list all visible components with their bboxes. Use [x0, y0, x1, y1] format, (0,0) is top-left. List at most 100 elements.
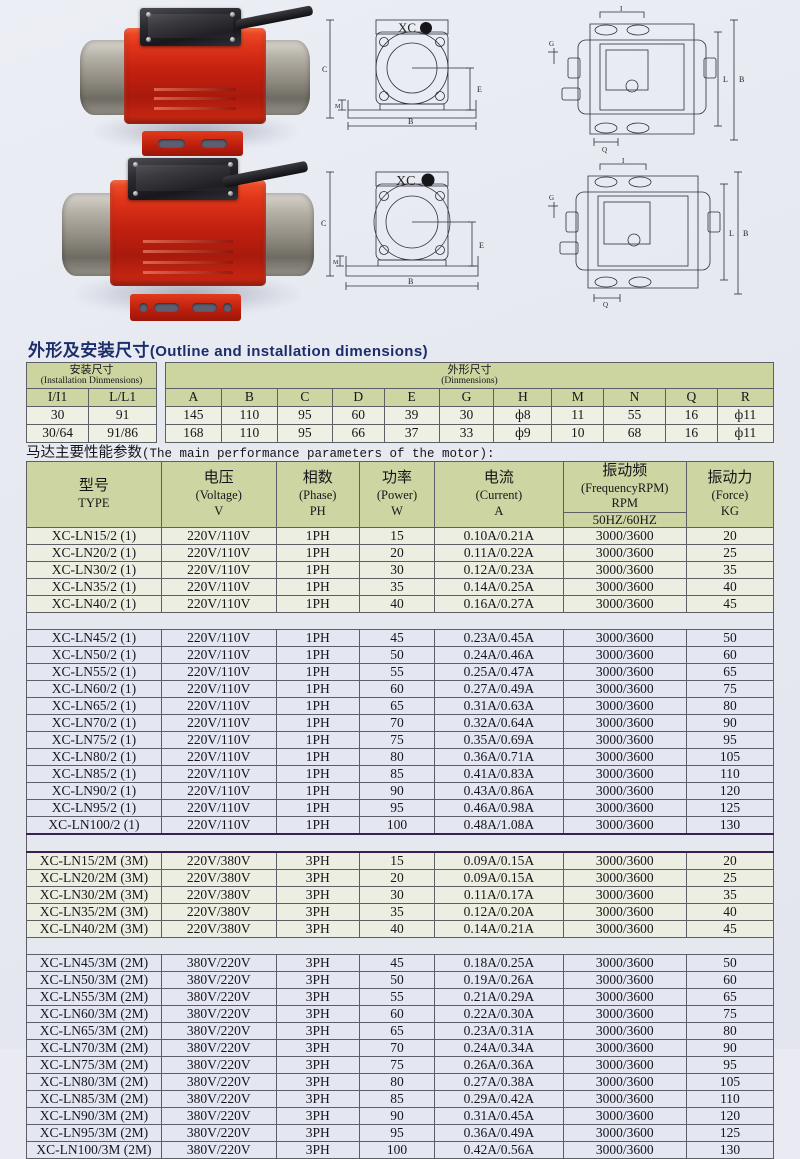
- cell-power: 60: [358, 1004, 436, 1023]
- cell-current: 0.41A/0.83A: [434, 764, 564, 783]
- cell-frequency: 3000/3600: [562, 1089, 687, 1108]
- column-gap: [156, 362, 166, 443]
- cell-current: 0.09A/0.15A: [434, 868, 564, 887]
- cell-phase: 3PH: [275, 868, 360, 887]
- mounting-foot: [130, 294, 241, 322]
- cell-type: XC-LN75/3M (2M): [26, 1055, 162, 1074]
- cell-current: 0.48A/1.08A: [434, 815, 564, 835]
- cell-frequency: 3000/3600: [562, 1004, 687, 1023]
- cell-phase: 3PH: [275, 1123, 360, 1142]
- cell-C: 95: [276, 424, 333, 443]
- cell-force: 120: [685, 1106, 775, 1125]
- cell-type: XC-LN35/2 (1): [26, 577, 162, 596]
- cell-current: 0.24A/0.46A: [434, 645, 564, 664]
- col-header-type: 型号 TYPE: [26, 461, 162, 528]
- cell-voltage: 220V/110V: [160, 747, 277, 766]
- col-header-A: A: [164, 388, 222, 407]
- cell-voltage: 220V/110V: [160, 560, 277, 579]
- cell-type: XC-LN65/2 (1): [26, 696, 162, 715]
- cell-frequency: 3000/3600: [562, 781, 687, 800]
- vibration-motor-photo-top: [80, 4, 315, 156]
- cell-power: 30: [358, 560, 436, 579]
- cell-current: 0.14A/0.25A: [434, 577, 564, 596]
- svg-text:B: B: [408, 277, 413, 286]
- cell-power: 50: [358, 645, 436, 664]
- cell-type: XC-LN15/2 (1): [26, 526, 162, 545]
- cell-type: XC-LN85/2 (1): [26, 764, 162, 783]
- cell-phase: 1PH: [275, 526, 360, 545]
- nameplate: [136, 164, 230, 192]
- cell-type: XC-LN100/3M (2M): [26, 1140, 162, 1159]
- col-header-force: 振动力 (Force) KG: [685, 461, 775, 528]
- cell-voltage: 380V/220V: [160, 1140, 277, 1159]
- cell-power: 75: [358, 730, 436, 749]
- cell-frequency: 3000/3600: [562, 1021, 687, 1040]
- cell-power: 75: [358, 1055, 436, 1074]
- cell-phase: 3PH: [275, 885, 360, 904]
- cell-voltage: 380V/220V: [160, 1004, 277, 1023]
- cell-power: 15: [358, 526, 436, 545]
- cell-type: XC-LN35/2M (3M): [26, 902, 162, 921]
- svg-text:M: M: [335, 104, 341, 110]
- cell-force: 110: [685, 1089, 775, 1108]
- cell-type: XC-LN90/3M (2M): [26, 1106, 162, 1125]
- installation-dimensions-header: 安装尺寸 (Installation Dinmensions): [25, 362, 158, 389]
- cell-type: XC-LN40/2M (3M): [26, 919, 162, 938]
- cell-B: 110: [220, 406, 278, 425]
- cell-frequency: 3000/3600: [562, 764, 687, 783]
- cell-power: 80: [358, 747, 436, 766]
- cell-force: 120: [685, 781, 775, 800]
- cell-power: 100: [358, 1140, 436, 1159]
- cell-voltage: 380V/220V: [160, 1123, 277, 1142]
- svg-text:E: E: [479, 241, 484, 250]
- outline-header-cn: 外形尺寸: [447, 364, 492, 377]
- cell-type: XC-LN55/3M (2M): [26, 987, 162, 1006]
- motor-render: [62, 158, 314, 322]
- cell-voltage: 220V/110V: [160, 798, 277, 817]
- motor-render: [80, 4, 315, 156]
- cell-power: 65: [358, 696, 436, 715]
- cell-voltage: 380V/220V: [160, 1038, 277, 1057]
- table-row: XC-LN40/2 (1) 220V/110V 1PH 40 0.16A/0.27A 30…: [26, 594, 775, 613]
- table-row: XC-LN95/2 (1) 220V/110V 1PH 95 0.46A/0.98A 30…: [26, 798, 775, 817]
- cell-type: XC-LN70/2 (1): [26, 713, 162, 732]
- table-row: XC-LN100/2 (1) 220V/110V 1PH 100 0.48A/1.08A…: [26, 815, 775, 835]
- cell-power: 40: [358, 919, 436, 938]
- table-row: XC-LN80/3M (2M) 380V/220V 3PH 80 0.27A/0.38A…: [26, 1072, 775, 1091]
- cell-type: XC-LN30/2 (1): [26, 560, 162, 579]
- cell-type: XC-LN50/3M (2M): [26, 970, 162, 989]
- cell-N: 68: [603, 424, 666, 443]
- cell-frequency: 3000/3600: [562, 798, 687, 817]
- cell-current: 0.12A/0.23A: [434, 560, 564, 579]
- drawing-top-view-bottom: I L B G Q: [548, 158, 792, 308]
- table-subheader-row: I/I1 L/L1 A B C D E G H M N Q R: [25, 388, 775, 407]
- cell-frequency: 3000/3600: [562, 970, 687, 989]
- cell-phase: 1PH: [275, 730, 360, 749]
- cell-frequency: 3000/3600: [562, 1072, 687, 1091]
- cell-type: XC-LN40/2 (1): [26, 594, 162, 613]
- cell-force: 105: [685, 1072, 775, 1091]
- cell-A: 145: [164, 406, 222, 425]
- motor-parameters-table: 型号 TYPE 电压 (Voltage) V 相数 (Phase) PH 功率 …: [26, 461, 775, 1159]
- cell-force: 50: [685, 953, 775, 972]
- cell-current: 0.27A/0.38A: [434, 1072, 564, 1091]
- table-row: XC-LN60/3M (2M) 380V/220V 3PH 60 0.22A/0.30A…: [26, 1004, 775, 1023]
- cell-force: 60: [685, 645, 775, 664]
- cell-voltage: 380V/220V: [160, 1072, 277, 1091]
- cell-type: XC-LN95/3M (2M): [26, 1123, 162, 1142]
- cell-current: 0.31A/0.63A: [434, 696, 564, 715]
- table-row: XC-LN20/2 (1) 220V/110V 1PH 20 0.11A/0.22A 30…: [26, 543, 775, 562]
- cell-type: XC-LN30/2M (3M): [26, 885, 162, 904]
- cell-type: XC-LN60/3M (2M): [26, 1004, 162, 1023]
- outline-dimensions-header: 外形尺寸 (Dinmensions): [164, 362, 775, 389]
- cell-frequency: 3000/3600: [562, 679, 687, 698]
- svg-text:L: L: [723, 75, 728, 84]
- cell-power: 45: [358, 953, 436, 972]
- cell-M: 10: [551, 424, 605, 443]
- terminal-box: [139, 8, 241, 46]
- table-row: XC-LN50/3M (2M) 380V/220V 3PH 50 0.19A/0.26A…: [26, 970, 775, 989]
- cell-voltage: 380V/220V: [160, 1106, 277, 1125]
- cell-phase: 3PH: [275, 953, 360, 972]
- table-header-row: 型号 TYPE 电压 (Voltage) V 相数 (Phase) PH 功率 …: [26, 461, 775, 528]
- cell-phase: 1PH: [275, 594, 360, 613]
